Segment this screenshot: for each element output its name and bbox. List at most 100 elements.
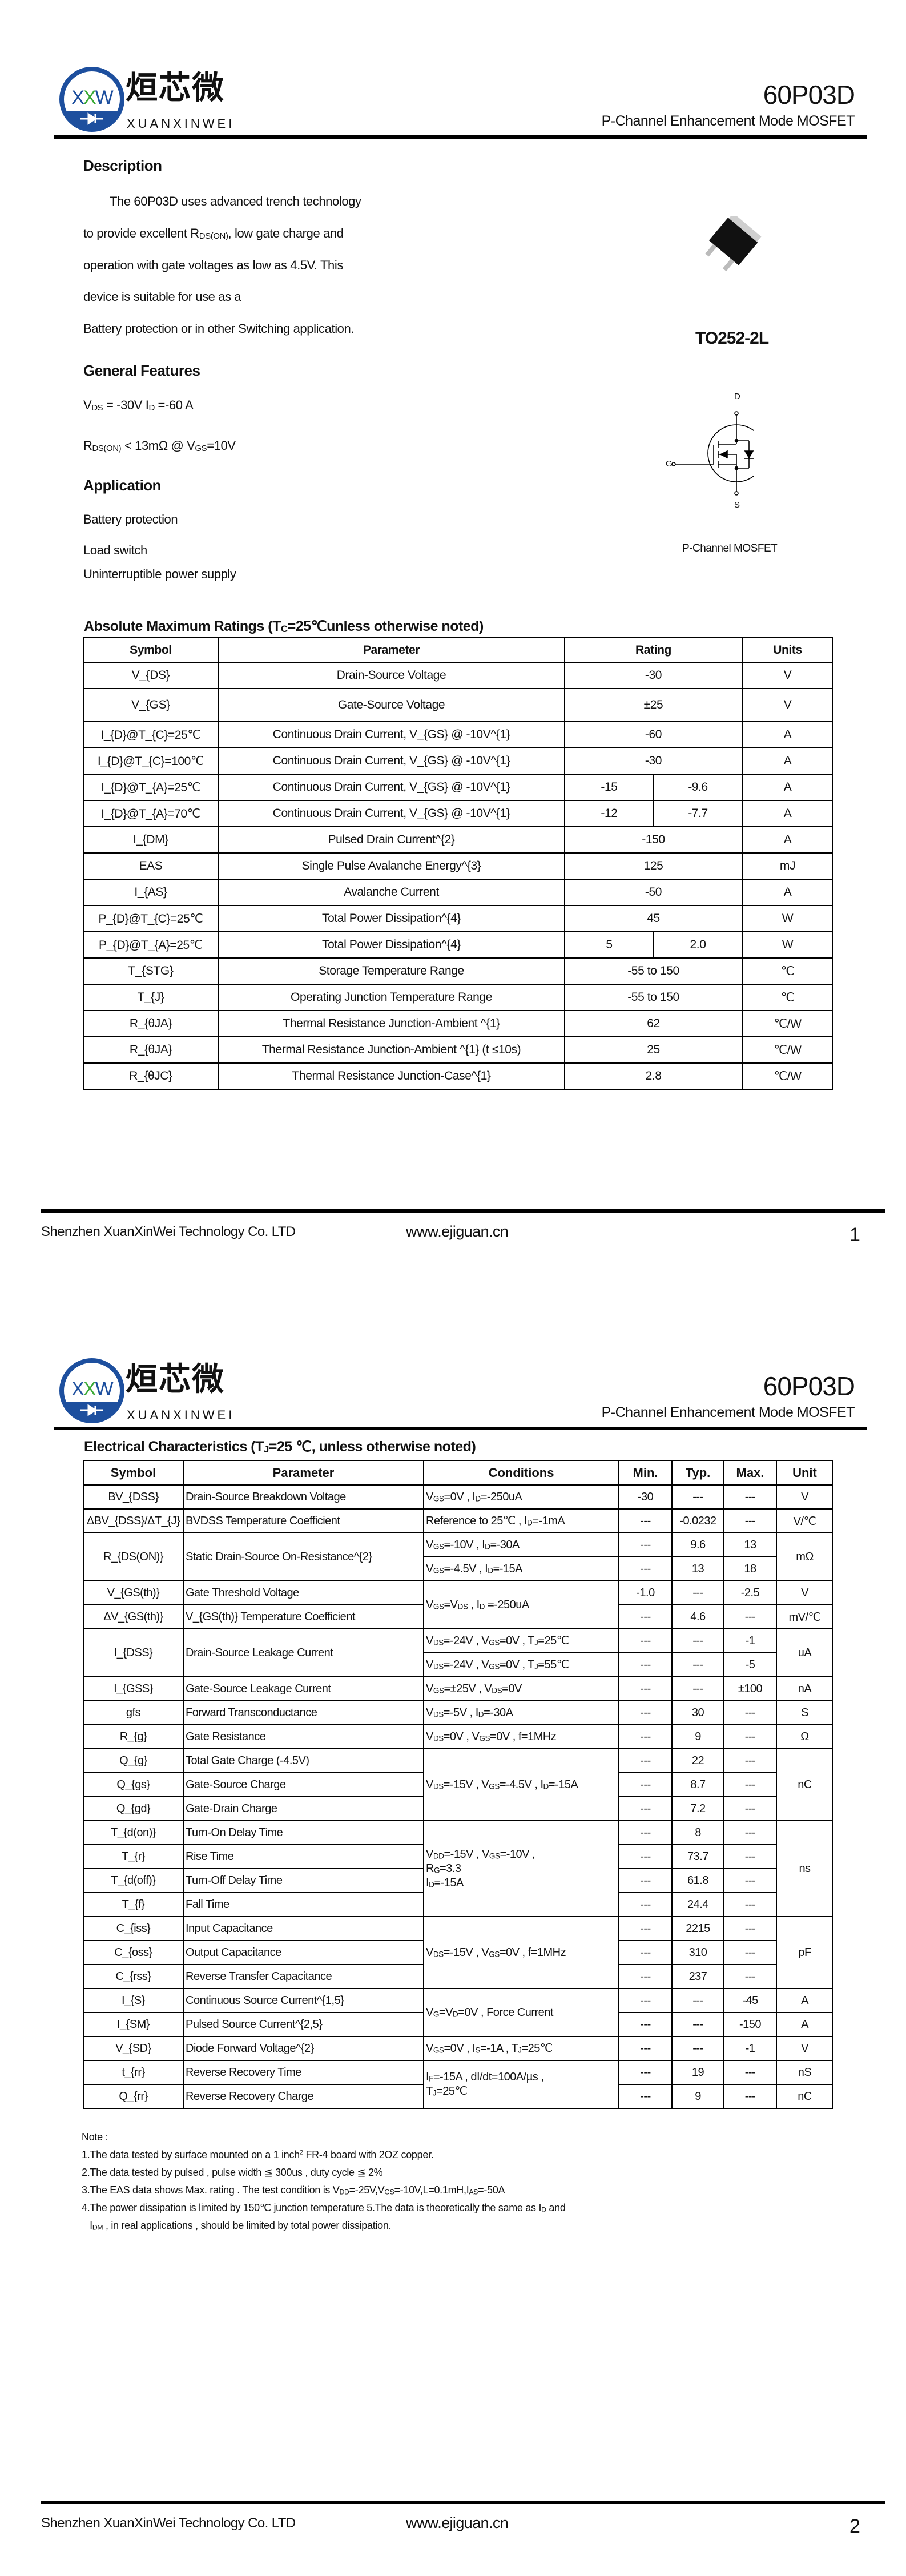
typ-cell: 237 (671, 1964, 724, 1989)
symbol-cell: Q_{gs} (83, 1772, 184, 1797)
table-row: t_{rr} Reverse Recovery Time IF=-15A , dI/… (83, 2060, 833, 2109)
table-row: R_{θJA} Thermal Resistance Junction-Ambie… (83, 1010, 833, 1037)
page-number: 1 (849, 1224, 860, 1246)
max-cell: -45 (723, 1988, 777, 2013)
parameter-cell: Single Pulse Avalanche Energy^{3} (218, 852, 565, 880)
min-cell: --- (618, 1892, 673, 1917)
min-cell: --- (618, 1964, 673, 1989)
max-cell: --- (723, 1604, 777, 1629)
rating-cell: -55 to 150 (564, 984, 743, 1011)
table-row: T_{d(off)} Turn-Off Delay Time --- 61.8 --- (83, 1868, 833, 1893)
note-item: IDM , in real applications , should be l… (82, 2220, 392, 2232)
min-cell: --- (618, 1796, 673, 1821)
column-header: Parameter (183, 1460, 424, 1486)
symbol-cell: C_{iss} (83, 1916, 184, 1941)
parameter-cell: Operating Junction Temperature Range (218, 984, 565, 1011)
logo-chinese-name: 烜芯微 (126, 1361, 225, 1397)
parameter-cell: Static Drain-Source On-Resistance^{2} (183, 1532, 424, 1581)
min-cell: --- (618, 1868, 673, 1893)
rating-cell: 125 (564, 852, 743, 880)
parameter-cell: Drain-Source Voltage (218, 662, 565, 689)
footer-website-link[interactable]: www.ejiguan.cn (406, 2514, 509, 2531)
conditions-cell: VDD=-15V , VGS=-10V , RG=3.3 ID=-15A (423, 1820, 619, 1917)
min-cell: --- (618, 1916, 673, 1941)
min-cell: --- (618, 1724, 673, 1749)
symbol-cell: T_{d(on)} (83, 1820, 184, 1845)
conditions-cell: VDS=-15V , VGS=-4.5V , ID=-15A (423, 1748, 619, 1821)
device-subtitle: P-Channel Enhancement Mode MOSFET (601, 1404, 855, 1420)
parameter-cell: Gate-Source Leakage Current (183, 1676, 424, 1701)
conditions-cell: VDS=-24V , VGS=0V , TJ=25℃ (423, 1628, 619, 1653)
page-1: XXW 烜芯微 XUANXINWEI 60P03D P-Channel Enha… (0, 0, 906, 1285)
rating-cell: -50 (564, 879, 743, 906)
max-cell: --- (723, 1796, 777, 1821)
min-cell: --- (618, 1940, 673, 1965)
unit-cell: nS (776, 2060, 833, 2085)
parameter-cell: Continuous Drain Current, V_{GS} @ -10V^… (218, 747, 565, 775)
column-header: Symbol (83, 637, 219, 663)
description-title: Description (83, 157, 162, 174)
table-row: V_{DS} Drain-Source Voltage -30 V (83, 662, 833, 689)
symbol-cell: I_{AS} (83, 879, 219, 906)
unit-cell: W (742, 931, 833, 959)
rating-cell: -30 (564, 662, 743, 689)
schematic-caption: P-Channel MOSFET (682, 542, 778, 554)
min-cell: --- (618, 1508, 673, 1533)
typ-cell: --- (671, 2036, 724, 2061)
unit-cell: ℃/W (742, 1036, 833, 1064)
conditions-cell: VDS=-5V , ID=-30A (423, 1700, 619, 1725)
logo-english-name: XUANXINWEI (127, 1408, 235, 1422)
min-cell: --- (618, 1628, 673, 1653)
symbol-cell: t_{rr} (83, 2060, 184, 2085)
unit-cell: V (776, 1580, 833, 1605)
typ-cell: 61.8 (671, 1868, 724, 1893)
unit-cell: mJ (742, 852, 833, 880)
max-cell: --- (723, 1820, 777, 1845)
column-header: Min. (618, 1460, 673, 1486)
footer-company: Shenzhen XuanXinWei Technology Co. LTD (41, 1224, 296, 1239)
rating-cell: -30 (564, 747, 743, 775)
conditions-cell: VGS=-4.5V , ID=-15A (423, 1556, 619, 1581)
parameter-cell: Fall Time (183, 1892, 424, 1917)
unit-cell: V (742, 688, 833, 722)
device-subtitle: P-Channel Enhancement Mode MOSFET (601, 113, 855, 129)
parameter-cell: Gate-Drain Charge (183, 1796, 424, 1821)
rating-cell: -15 (564, 774, 654, 801)
conditions-cell: Reference to 25℃ , ID=-1mA (423, 1508, 619, 1533)
typ-cell: 30 (671, 1700, 724, 1725)
description-line: The 60P03D uses advanced trench technolo… (110, 194, 361, 208)
symbol-cell: C_{rss} (83, 1964, 184, 1989)
conditions-cell: IF=-15A , dI/dt=100A/µs , TJ=25℃ (423, 2060, 619, 2109)
table-row: I_{GSS} Gate-Source Leakage Current VGS=±2… (83, 1676, 833, 1701)
max-cell: 18 (723, 1556, 777, 1581)
unit-cell: V/℃ (776, 1508, 833, 1533)
parameter-cell: Turn-On Delay Time (183, 1820, 424, 1845)
parameter-cell: Pulsed Source Current^{2,5} (183, 2012, 424, 2037)
column-header: Typ. (671, 1460, 724, 1486)
symbol-cell: T_{r} (83, 1844, 184, 1869)
application-item: Load switch (83, 543, 147, 557)
symbol-cell: I_{SM} (83, 2012, 184, 2037)
table-row: Q_{gs} Gate-Source Charge --- 8.7 --- (83, 1772, 833, 1797)
min-cell: --- (618, 1748, 673, 1773)
rating-cell: -12 (564, 800, 654, 827)
drain-label: D (734, 392, 740, 401)
max-cell: --- (723, 1892, 777, 1917)
unit-cell: nC (776, 2084, 833, 2109)
column-header: Rating (564, 637, 743, 663)
parameter-cell: BVDSS Temperature Coefficient (183, 1508, 424, 1533)
unit-cell: Ω (776, 1724, 833, 1749)
table-row: Q_{g} Total Gate Charge (-4.5V) VDS=-15V ,… (83, 1748, 833, 1821)
max-cell: --- (723, 1868, 777, 1893)
features-title: General Features (83, 362, 200, 379)
column-header: Parameter (218, 637, 565, 663)
rating-cell: -150 (564, 826, 743, 854)
header-divider (54, 1427, 867, 1430)
table-row: T_{r} Rise Time --- 73.7 --- (83, 1844, 833, 1869)
footer-website-link[interactable]: www.ejiguan.cn (406, 1223, 509, 1240)
min-cell: --- (618, 1652, 673, 1677)
rating-cell: -7.7 (653, 800, 743, 827)
rating-cell: 45 (564, 905, 743, 932)
unit-cell: ns (776, 1820, 833, 1917)
unit-cell: ℃ (742, 984, 833, 1011)
